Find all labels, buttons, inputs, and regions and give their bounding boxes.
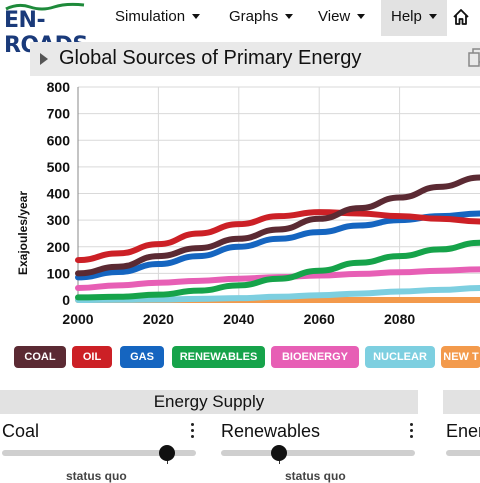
menu-view-label: View xyxy=(318,8,351,25)
renewables-more-icon[interactable] xyxy=(410,423,414,441)
third-slider-label: Ener xyxy=(446,421,480,441)
legend-button-renewables[interactable]: RENEWABLES xyxy=(172,346,265,368)
caret-down-icon xyxy=(357,13,366,19)
coal-slider-track[interactable] xyxy=(2,450,196,456)
logo-wave-icon xyxy=(5,2,85,11)
legend-button-bioenergy[interactable]: BIOENERGY xyxy=(271,346,359,368)
caret-down-icon xyxy=(428,13,437,19)
x-tick-labels: 2000 2020 2040 2060 2080 xyxy=(62,311,415,327)
y-tick-label: 200 xyxy=(47,239,71,255)
legend-button-new-t[interactable]: NEW T xyxy=(441,346,480,368)
renewables-slider-thumb[interactable] xyxy=(271,445,288,461)
chart-series-lines xyxy=(75,174,480,303)
menu-view[interactable]: View xyxy=(318,0,366,36)
y-tick-label: 700 xyxy=(47,106,71,122)
x-tick-label: 2040 xyxy=(223,311,254,327)
renewables-status-label: status quo xyxy=(285,469,346,483)
y-tick-label: 100 xyxy=(47,265,71,281)
menu-simulation-label: Simulation xyxy=(115,8,186,25)
caret-down-icon xyxy=(285,13,294,19)
expand-arrow-icon[interactable] xyxy=(40,53,48,65)
menu-help-label: Help xyxy=(391,8,422,25)
second-panel-header xyxy=(443,390,480,414)
y-tick-label: 0 xyxy=(62,292,70,308)
series-line-oil[interactable] xyxy=(75,209,480,264)
y-tick-label: 500 xyxy=(47,159,71,175)
y-tick-label: 400 xyxy=(47,186,71,202)
x-tick-label: 2020 xyxy=(143,311,174,327)
series-line-coal[interactable] xyxy=(75,174,480,277)
renewables-slider-label: Renewables xyxy=(221,421,321,441)
x-tick-label: 2000 xyxy=(62,311,93,327)
menu-help[interactable]: Help xyxy=(381,0,447,36)
copy-icon[interactable] xyxy=(468,48,480,68)
graph-title-bar: Global Sources of Primary Energy xyxy=(30,42,480,76)
menu-graphs[interactable]: Graphs xyxy=(229,0,294,36)
y-tick-label: 600 xyxy=(47,132,71,148)
home-icon[interactable] xyxy=(452,8,470,26)
series-line-nuclear[interactable] xyxy=(75,285,480,303)
third-slider-track[interactable] xyxy=(446,450,480,456)
y-tick-label: 300 xyxy=(47,212,71,228)
y-tick-labels: 800 700 600 500 400 300 200 100 0 xyxy=(47,79,71,308)
energy-supply-header: Energy Supply xyxy=(0,390,418,414)
caret-down-icon xyxy=(192,13,201,19)
x-tick-label: 2060 xyxy=(304,311,335,327)
legend-button-nuclear[interactable]: NUCLEAR xyxy=(365,346,435,368)
coal-more-icon[interactable] xyxy=(191,423,195,441)
menu-graphs-label: Graphs xyxy=(229,8,279,25)
series-line-renewables[interactable] xyxy=(75,239,480,301)
y-tick-label: 800 xyxy=(47,79,71,95)
x-tick-label: 2080 xyxy=(384,311,415,327)
renewables-slider-track[interactable] xyxy=(221,450,415,456)
coal-status-label: status quo xyxy=(66,469,127,483)
top-nav-bar: EN-ROADS Simulation Graphs View Help xyxy=(0,0,480,58)
coal-slider-thumb[interactable] xyxy=(158,445,175,461)
menu-simulation[interactable]: Simulation xyxy=(115,0,201,36)
legend-button-coal[interactable]: COAL xyxy=(14,346,66,368)
coal-slider-label: Coal xyxy=(2,421,40,441)
series-line-gas[interactable] xyxy=(75,210,480,281)
graph-title: Global Sources of Primary Energy xyxy=(59,47,362,69)
y-axis-label: Exajoules/year xyxy=(16,191,30,275)
legend-button-oil[interactable]: OIL xyxy=(72,346,112,368)
legend-button-gas[interactable]: GAS xyxy=(120,346,164,368)
en-roads-logo[interactable]: EN-ROADS xyxy=(4,2,88,58)
